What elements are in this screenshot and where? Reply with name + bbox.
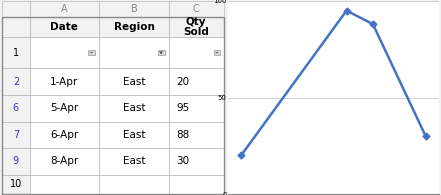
Bar	[169, 68, 224, 95]
Text: 9: 9	[13, 156, 19, 166]
Text: 1-Apr: 1-Apr	[50, 77, 78, 87]
Text: 6: 6	[13, 103, 19, 113]
Bar	[2, 68, 30, 95]
Bar	[2, 175, 30, 194]
Text: 2: 2	[13, 77, 19, 87]
Bar	[30, 17, 99, 37]
Text: 30: 30	[176, 156, 190, 166]
Text: East: East	[123, 130, 145, 140]
Bar	[169, 121, 224, 148]
Polygon shape	[215, 52, 219, 53]
Polygon shape	[90, 52, 93, 53]
Bar	[30, 1, 99, 17]
Bar	[169, 95, 224, 121]
Bar	[30, 95, 99, 121]
Bar	[169, 37, 224, 68]
Text: Qty
Sold: Qty Sold	[183, 17, 209, 37]
Bar	[2, 37, 30, 68]
Bar	[99, 121, 169, 148]
Text: Date: Date	[50, 22, 78, 32]
Bar	[99, 148, 169, 175]
Text: 1: 1	[13, 48, 19, 58]
Bar	[2, 95, 30, 121]
Bar	[99, 37, 169, 68]
Text: East: East	[123, 103, 145, 113]
Bar	[30, 68, 99, 95]
Text: 8-Apr: 8-Apr	[50, 156, 78, 166]
Bar	[30, 37, 99, 68]
Bar	[99, 17, 169, 37]
Text: 7: 7	[13, 130, 19, 140]
FancyBboxPatch shape	[88, 50, 95, 55]
Bar	[2, 121, 30, 148]
Bar	[169, 1, 224, 17]
Text: C: C	[193, 4, 200, 14]
Bar	[99, 1, 169, 17]
Bar	[30, 175, 99, 194]
Bar	[169, 148, 224, 175]
Text: 20: 20	[176, 77, 190, 87]
Bar	[169, 175, 224, 194]
Bar	[99, 95, 169, 121]
Text: 88: 88	[176, 130, 190, 140]
FancyBboxPatch shape	[158, 50, 164, 55]
Bar	[169, 17, 224, 37]
Text: 10: 10	[10, 179, 22, 189]
Text: Region: Region	[114, 22, 154, 32]
Bar	[2, 148, 30, 175]
Bar	[99, 68, 169, 95]
Bar	[99, 175, 169, 194]
Text: B: B	[131, 4, 138, 14]
Bar	[2, 1, 30, 17]
FancyBboxPatch shape	[213, 50, 220, 55]
Bar	[2, 17, 30, 37]
Bar	[30, 148, 99, 175]
Polygon shape	[159, 51, 164, 54]
Bar	[30, 121, 99, 148]
Text: 95: 95	[176, 103, 190, 113]
Text: East: East	[123, 156, 145, 166]
Text: A: A	[61, 4, 68, 14]
Text: East: East	[123, 77, 145, 87]
Text: 6-Apr: 6-Apr	[50, 130, 78, 140]
Text: 5-Apr: 5-Apr	[50, 103, 78, 113]
